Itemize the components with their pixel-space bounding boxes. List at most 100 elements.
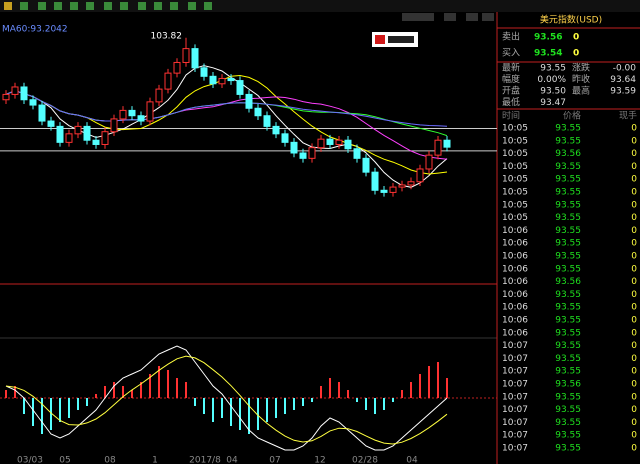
ticks-header: 现手	[619, 110, 637, 122]
quote-title: 美元指数(USD)	[540, 14, 602, 26]
logo-mark	[375, 35, 385, 44]
tick-cell: 93.55	[555, 418, 581, 428]
tick-cell: 0	[631, 124, 637, 134]
window-button[interactable]	[482, 13, 494, 21]
stat-value: -0.00	[613, 64, 637, 74]
candle-body	[317, 138, 325, 149]
stat-value: 93.47	[540, 98, 566, 108]
tick-cell: 10:07	[502, 367, 528, 377]
tool-icon[interactable]	[38, 2, 46, 10]
candle-body	[434, 139, 442, 156]
tool-icon[interactable]	[104, 2, 112, 10]
candle-body	[182, 48, 190, 63]
candle-body	[353, 148, 361, 159]
tool-icon[interactable]	[120, 2, 128, 10]
candle-body	[110, 118, 118, 133]
candle-body	[56, 125, 64, 143]
candle-body	[173, 61, 181, 74]
tick-cell: 0	[631, 380, 637, 390]
tick-cell: 93.55	[555, 444, 581, 454]
tick-cell: 93.55	[555, 239, 581, 249]
stat-value: 93.50	[540, 87, 566, 97]
candle-body	[398, 184, 406, 188]
tick-cell: 0	[631, 200, 637, 210]
tick-cell: 0	[631, 367, 637, 377]
candle-body	[200, 67, 208, 77]
tick-cell: 93.55	[555, 264, 581, 274]
tick-cell: 10:06	[502, 328, 528, 338]
tool-icon[interactable]	[20, 2, 28, 10]
tick-cell: 0	[631, 226, 637, 236]
tick-cell: 10:07	[502, 405, 528, 415]
stat-label: 最新	[502, 62, 520, 74]
tool-icon[interactable]	[138, 2, 146, 10]
tick-cell: 0	[631, 444, 637, 454]
date-label: 12	[314, 456, 325, 464]
candle-body	[11, 86, 19, 95]
candle-body	[29, 99, 37, 106]
candle-body	[236, 80, 244, 95]
tool-icon[interactable]	[170, 2, 178, 10]
tick-cell: 93.55	[555, 341, 581, 351]
tick-cell: 10:05	[502, 213, 528, 223]
buy-label: 买入	[502, 48, 520, 59]
stat-label: 开盘	[502, 85, 520, 97]
tool-icon[interactable]	[204, 2, 212, 10]
date-label: 04	[406, 456, 418, 464]
tick-cell: 10:07	[502, 418, 528, 428]
tick-cell: 93.55	[555, 392, 581, 402]
stat-value: 93.55	[540, 64, 566, 74]
candle-body	[227, 77, 235, 82]
candle-body	[326, 138, 334, 145]
tick-cell: 93.55	[555, 316, 581, 326]
tick-cell: 10:06	[502, 277, 528, 287]
tick-cell: 93.55	[555, 124, 581, 134]
tick-cell: 10:06	[502, 303, 528, 313]
candle-body	[38, 104, 46, 122]
tool-icon[interactable]	[70, 2, 78, 10]
date-label: 03/03	[17, 456, 43, 464]
window-button[interactable]	[466, 13, 478, 21]
tick-cell: 93.55	[555, 367, 581, 377]
tick-cell: 93.55	[555, 226, 581, 236]
tick-cell: 0	[631, 264, 637, 274]
candle-body	[65, 133, 73, 143]
candle-body	[155, 88, 163, 103]
tool-icon[interactable]	[86, 2, 94, 10]
stat-value: 93.64	[610, 75, 636, 85]
candle-body	[344, 139, 352, 150]
tick-cell: 0	[631, 405, 637, 415]
tick-cell: 0	[631, 316, 637, 326]
buy-size: 0	[573, 49, 579, 59]
window-button[interactable]	[444, 13, 456, 21]
date-label: 05	[59, 456, 70, 464]
tick-cell: 0	[631, 290, 637, 300]
tick-cell: 93.56	[555, 277, 581, 287]
tick-cell: 0	[631, 136, 637, 146]
date-label: 04	[226, 456, 238, 464]
candle-body	[20, 86, 28, 101]
stat-value: 93.59	[610, 87, 636, 97]
tick-cell: 0	[631, 328, 637, 338]
tick-cell: 0	[631, 149, 637, 159]
tick-cell: 93.55	[555, 303, 581, 313]
tool-icon[interactable]	[154, 2, 162, 10]
tick-cell: 10:05	[502, 136, 528, 146]
tool-icon[interactable]	[4, 2, 12, 10]
candle-body	[380, 189, 388, 193]
tick-cell: 0	[631, 277, 637, 287]
tick-cell: 93.55	[555, 290, 581, 300]
tick-cell: 10:05	[502, 124, 528, 134]
buy-price: 93.54	[534, 49, 562, 59]
tick-cell: 0	[631, 175, 637, 185]
tool-icon[interactable]	[188, 2, 196, 10]
date-label: 02/28	[352, 456, 378, 464]
window-button[interactable]	[402, 13, 434, 21]
quote-panel: 最新 93.55 涨跌 -0.00 幅度 0.00% 昨收 93.64 开盘 93.50 最高 93.…	[502, 62, 637, 454]
candle-body	[308, 147, 316, 159]
candle-body	[83, 125, 91, 141]
tick-cell: 10:06	[502, 316, 528, 326]
candle-body	[2, 93, 10, 101]
tick-cell: 93.55	[555, 328, 581, 338]
tool-icon[interactable]	[54, 2, 62, 10]
